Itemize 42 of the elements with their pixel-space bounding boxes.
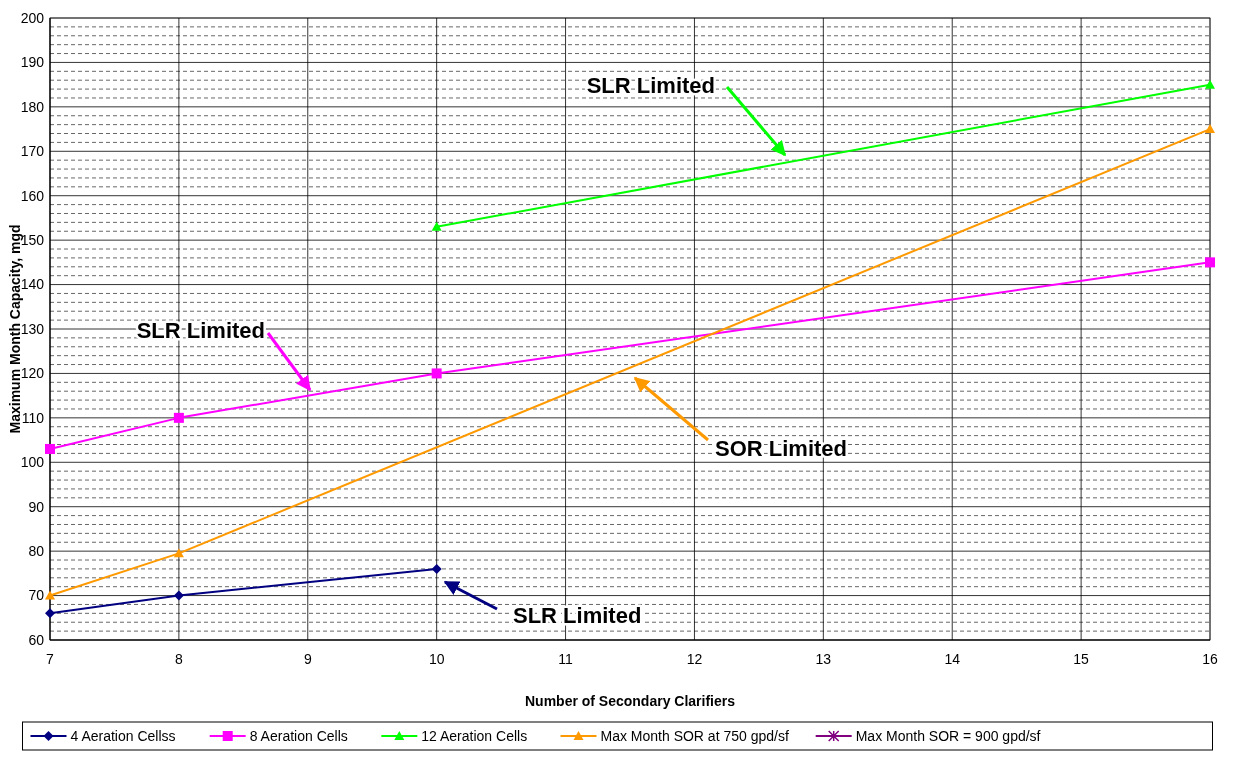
point	[1205, 124, 1215, 134]
y-tick-label: 130	[20, 320, 45, 337]
y-axis-title: Maximum Month Capacity, mgd	[7, 224, 23, 434]
x-tick-label: 11	[558, 651, 574, 667]
y-tick-label: 120	[20, 365, 45, 382]
annotation: SLR Limited	[136, 318, 265, 343]
y-tick-label: 190	[20, 54, 45, 71]
legend-label: Max Month SOR at 750 gpd/sf	[600, 727, 789, 744]
x-tick-label: 8	[174, 651, 183, 667]
point	[1205, 257, 1215, 268]
y-tick-label: 160	[20, 187, 45, 204]
y-tick-label: 170	[20, 143, 45, 160]
point	[45, 608, 55, 619]
y-tick-label: 90	[28, 498, 45, 515]
y-tick-label: 200	[20, 9, 45, 26]
y-tick-label: 110	[21, 409, 45, 426]
x-tick-label: 10	[428, 651, 445, 667]
legend-label: 4 Aeration Cellss	[70, 727, 176, 744]
legend-label: 12 Aeration Cells	[421, 727, 528, 744]
x-tick-label: 7	[46, 651, 55, 667]
point	[173, 412, 184, 423]
x-tick-label: 14	[944, 651, 961, 667]
point	[45, 590, 55, 600]
point	[45, 443, 55, 454]
x-tick-label: 16	[1202, 651, 1218, 667]
point	[173, 590, 184, 601]
point	[431, 563, 442, 574]
x-tick-label: 15	[1073, 651, 1090, 667]
x-axis-title: Number of Secondary Clarifiers	[524, 693, 736, 709]
y-tick-label: 70	[28, 587, 45, 604]
legend-label: 8 Aeration Cells	[249, 727, 348, 744]
y-tick-label: 180	[20, 98, 45, 115]
point	[431, 368, 442, 379]
x-tick-label: 9	[303, 651, 312, 667]
y-tick-label: 60	[28, 631, 45, 648]
y-tick-label: 80	[28, 543, 45, 560]
point	[173, 548, 184, 558]
legend-label: Max Month SOR = 900 gpd/sf	[855, 727, 1041, 744]
x-tick-label: 13	[815, 651, 832, 667]
y-tick-label: 140	[20, 276, 45, 293]
x-tick-label: 12	[686, 651, 703, 667]
y-tick-label: 100	[20, 454, 45, 471]
